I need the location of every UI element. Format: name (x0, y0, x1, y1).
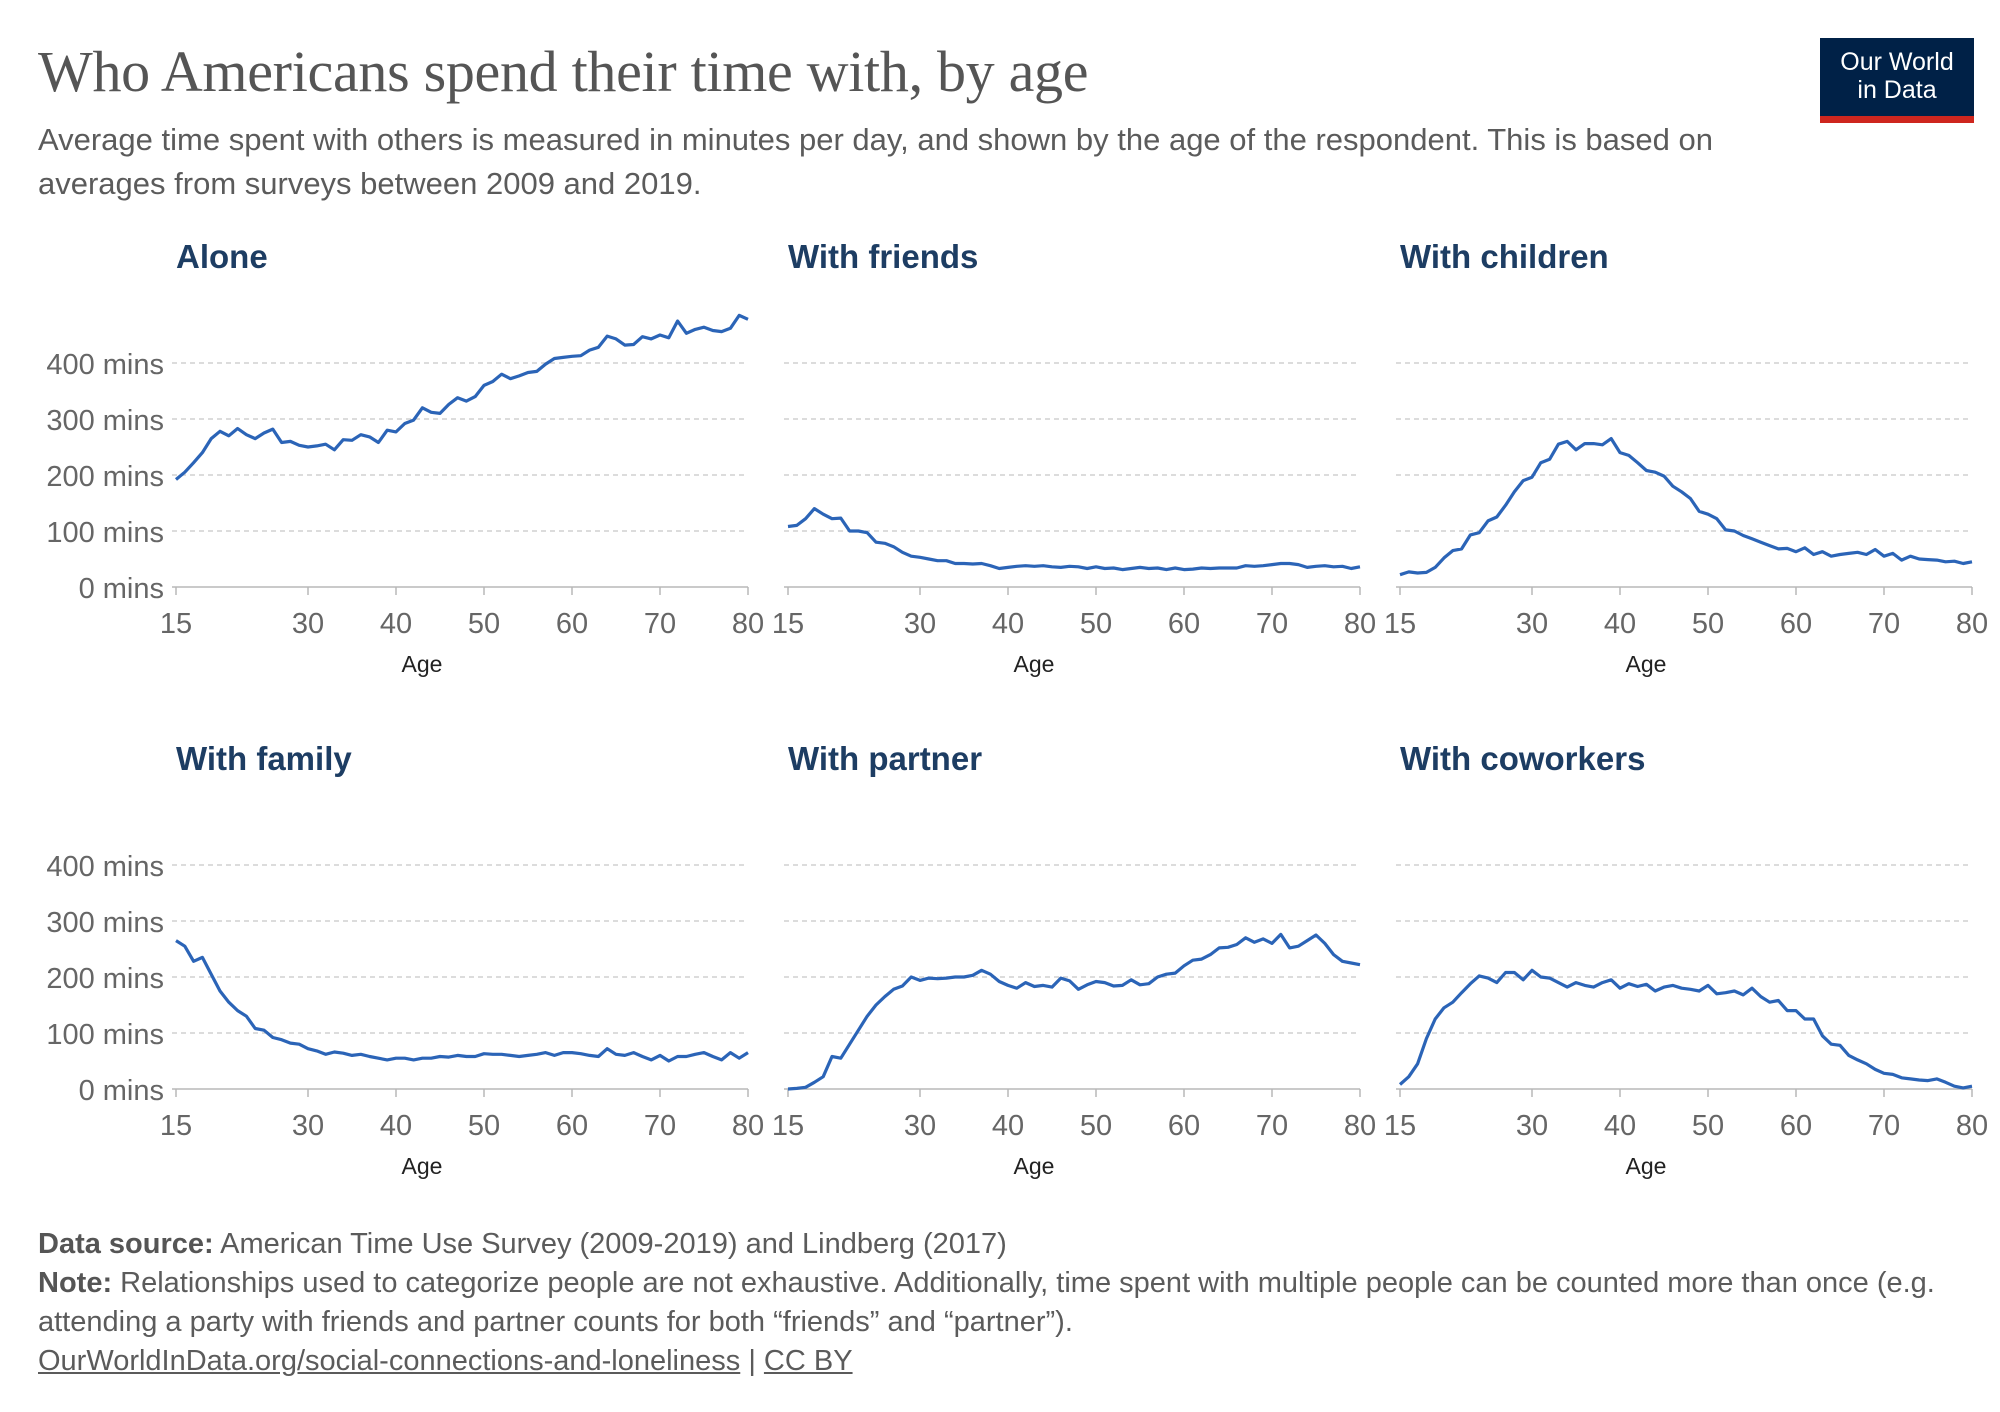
panel-title-with-partner: With partner (788, 740, 982, 777)
panel-title-with-coworkers: With coworkers (1400, 740, 1645, 777)
x-tick-label: 80 (732, 1110, 764, 1142)
x-tick-label: 70 (1868, 608, 1900, 640)
source-url-link[interactable]: OurWorldInData.org/social-connections-an… (38, 1345, 741, 1377)
chart-subtitle: Average time spent with others is measur… (38, 122, 1713, 201)
x-tick-label: 80 (1344, 608, 1376, 640)
panel-title-alone: Alone (176, 238, 268, 275)
chart-note: Note: Relationships used to categorize p… (38, 1264, 1978, 1342)
x-tick-label: 80 (1956, 608, 1988, 640)
x-tick-label: 70 (644, 608, 676, 640)
x-axis-label: Age (1626, 651, 1667, 677)
x-tick-label: 70 (644, 1110, 676, 1142)
x-tick-label: 15 (160, 608, 192, 640)
x-tick-label: 40 (992, 608, 1024, 640)
logo-accent-bar (1820, 116, 1974, 123)
license-link[interactable]: CC BY (763, 1345, 853, 1377)
x-tick-label: 80 (1956, 1110, 1988, 1142)
y-tick-label: 300 mins (46, 405, 164, 437)
x-tick-label: 30 (904, 1110, 936, 1142)
panel-title-with-children: With children (1400, 238, 1609, 275)
x-tick-label: 70 (1256, 608, 1288, 640)
x-tick-label: 70 (1868, 1110, 1900, 1142)
x-tick-label: 30 (1516, 608, 1548, 640)
panel-title-with-family: With family (176, 740, 352, 777)
x-axis-label: Age (402, 651, 443, 677)
y-tick-label: 100 mins (46, 1019, 164, 1051)
note-label: Note: (38, 1267, 113, 1299)
series-line-with-children (1399, 437, 1973, 577)
x-tick-label: 60 (1168, 608, 1200, 640)
series-line-with-family (175, 939, 749, 1063)
x-tick-label: 50 (1080, 608, 1112, 640)
data-source: Data source: American Time Use Survey (2… (38, 1225, 1978, 1264)
x-tick-label: 30 (292, 608, 324, 640)
x-tick-label: 70 (1256, 1110, 1288, 1142)
x-tick-label: 30 (1516, 1110, 1548, 1142)
x-tick-label: 15 (1384, 1110, 1416, 1142)
x-axis-label: Age (1626, 1153, 1667, 1179)
y-tick-label: 200 mins (46, 461, 164, 493)
y-tick-label: 400 mins (46, 851, 164, 883)
x-tick-label: 50 (1692, 608, 1724, 640)
x-tick-label: 40 (1604, 608, 1636, 640)
x-tick-label: 30 (292, 1110, 324, 1142)
x-tick-label: 60 (1780, 1110, 1812, 1142)
x-tick-label: 60 (1780, 608, 1812, 640)
note-text: Relationships used to categorize people … (38, 1267, 1935, 1338)
x-tick-label: 60 (1168, 1110, 1200, 1142)
x-tick-label: 40 (380, 608, 412, 640)
x-tick-label: 15 (772, 1110, 804, 1142)
x-tick-label: 30 (904, 608, 936, 640)
data-source-label: Data source: (38, 1228, 214, 1260)
logo-line-1: Our World (1840, 48, 1954, 76)
footer-links: OurWorldInData.org/social-connections-an… (38, 1342, 1978, 1381)
y-tick-label: 400 mins (46, 349, 164, 381)
x-tick-label: 40 (380, 1110, 412, 1142)
chart-title: Who Americans spend their time with, by … (38, 39, 1089, 104)
x-axis-label: Age (402, 1153, 443, 1179)
data-source-text: American Time Use Survey (2009-2019) and… (213, 1228, 1007, 1260)
x-tick-label: 15 (772, 608, 804, 640)
y-tick-label: 0 mins (79, 1075, 164, 1107)
x-tick-label: 80 (732, 608, 764, 640)
x-tick-label: 15 (160, 1110, 192, 1142)
chart-footer: Data source: American Time Use Survey (2… (38, 1225, 1978, 1381)
y-tick-label: 100 mins (46, 517, 164, 549)
series-line-with-partner (787, 932, 1361, 1091)
x-tick-label: 50 (1692, 1110, 1724, 1142)
x-tick-label: 50 (1080, 1110, 1112, 1142)
y-tick-label: 200 mins (46, 963, 164, 995)
y-tick-label: 300 mins (46, 907, 164, 939)
x-tick-label: 60 (556, 608, 588, 640)
y-tick-label: 0 mins (79, 573, 164, 605)
x-tick-label: 40 (1604, 1110, 1636, 1142)
series-line-alone (174, 313, 749, 481)
owid-logo[interactable]: Our World in Data (1820, 38, 1974, 123)
x-tick-label: 80 (1344, 1110, 1376, 1142)
panel-title-with-friends: With friends (788, 238, 978, 275)
x-tick-label: 40 (992, 1110, 1024, 1142)
x-axis-label: Age (1014, 1153, 1055, 1179)
logo-line-2: in Data (1857, 76, 1937, 104)
x-axis-label: Age (1014, 651, 1055, 677)
x-tick-label: 50 (468, 1110, 500, 1142)
series-line-with-coworkers (1398, 968, 1973, 1090)
x-tick-label: 15 (1384, 608, 1416, 640)
footer-separator: | (740, 1345, 764, 1377)
x-tick-label: 50 (468, 608, 500, 640)
x-tick-label: 60 (556, 1110, 588, 1142)
series-line-with-friends (787, 507, 1361, 572)
